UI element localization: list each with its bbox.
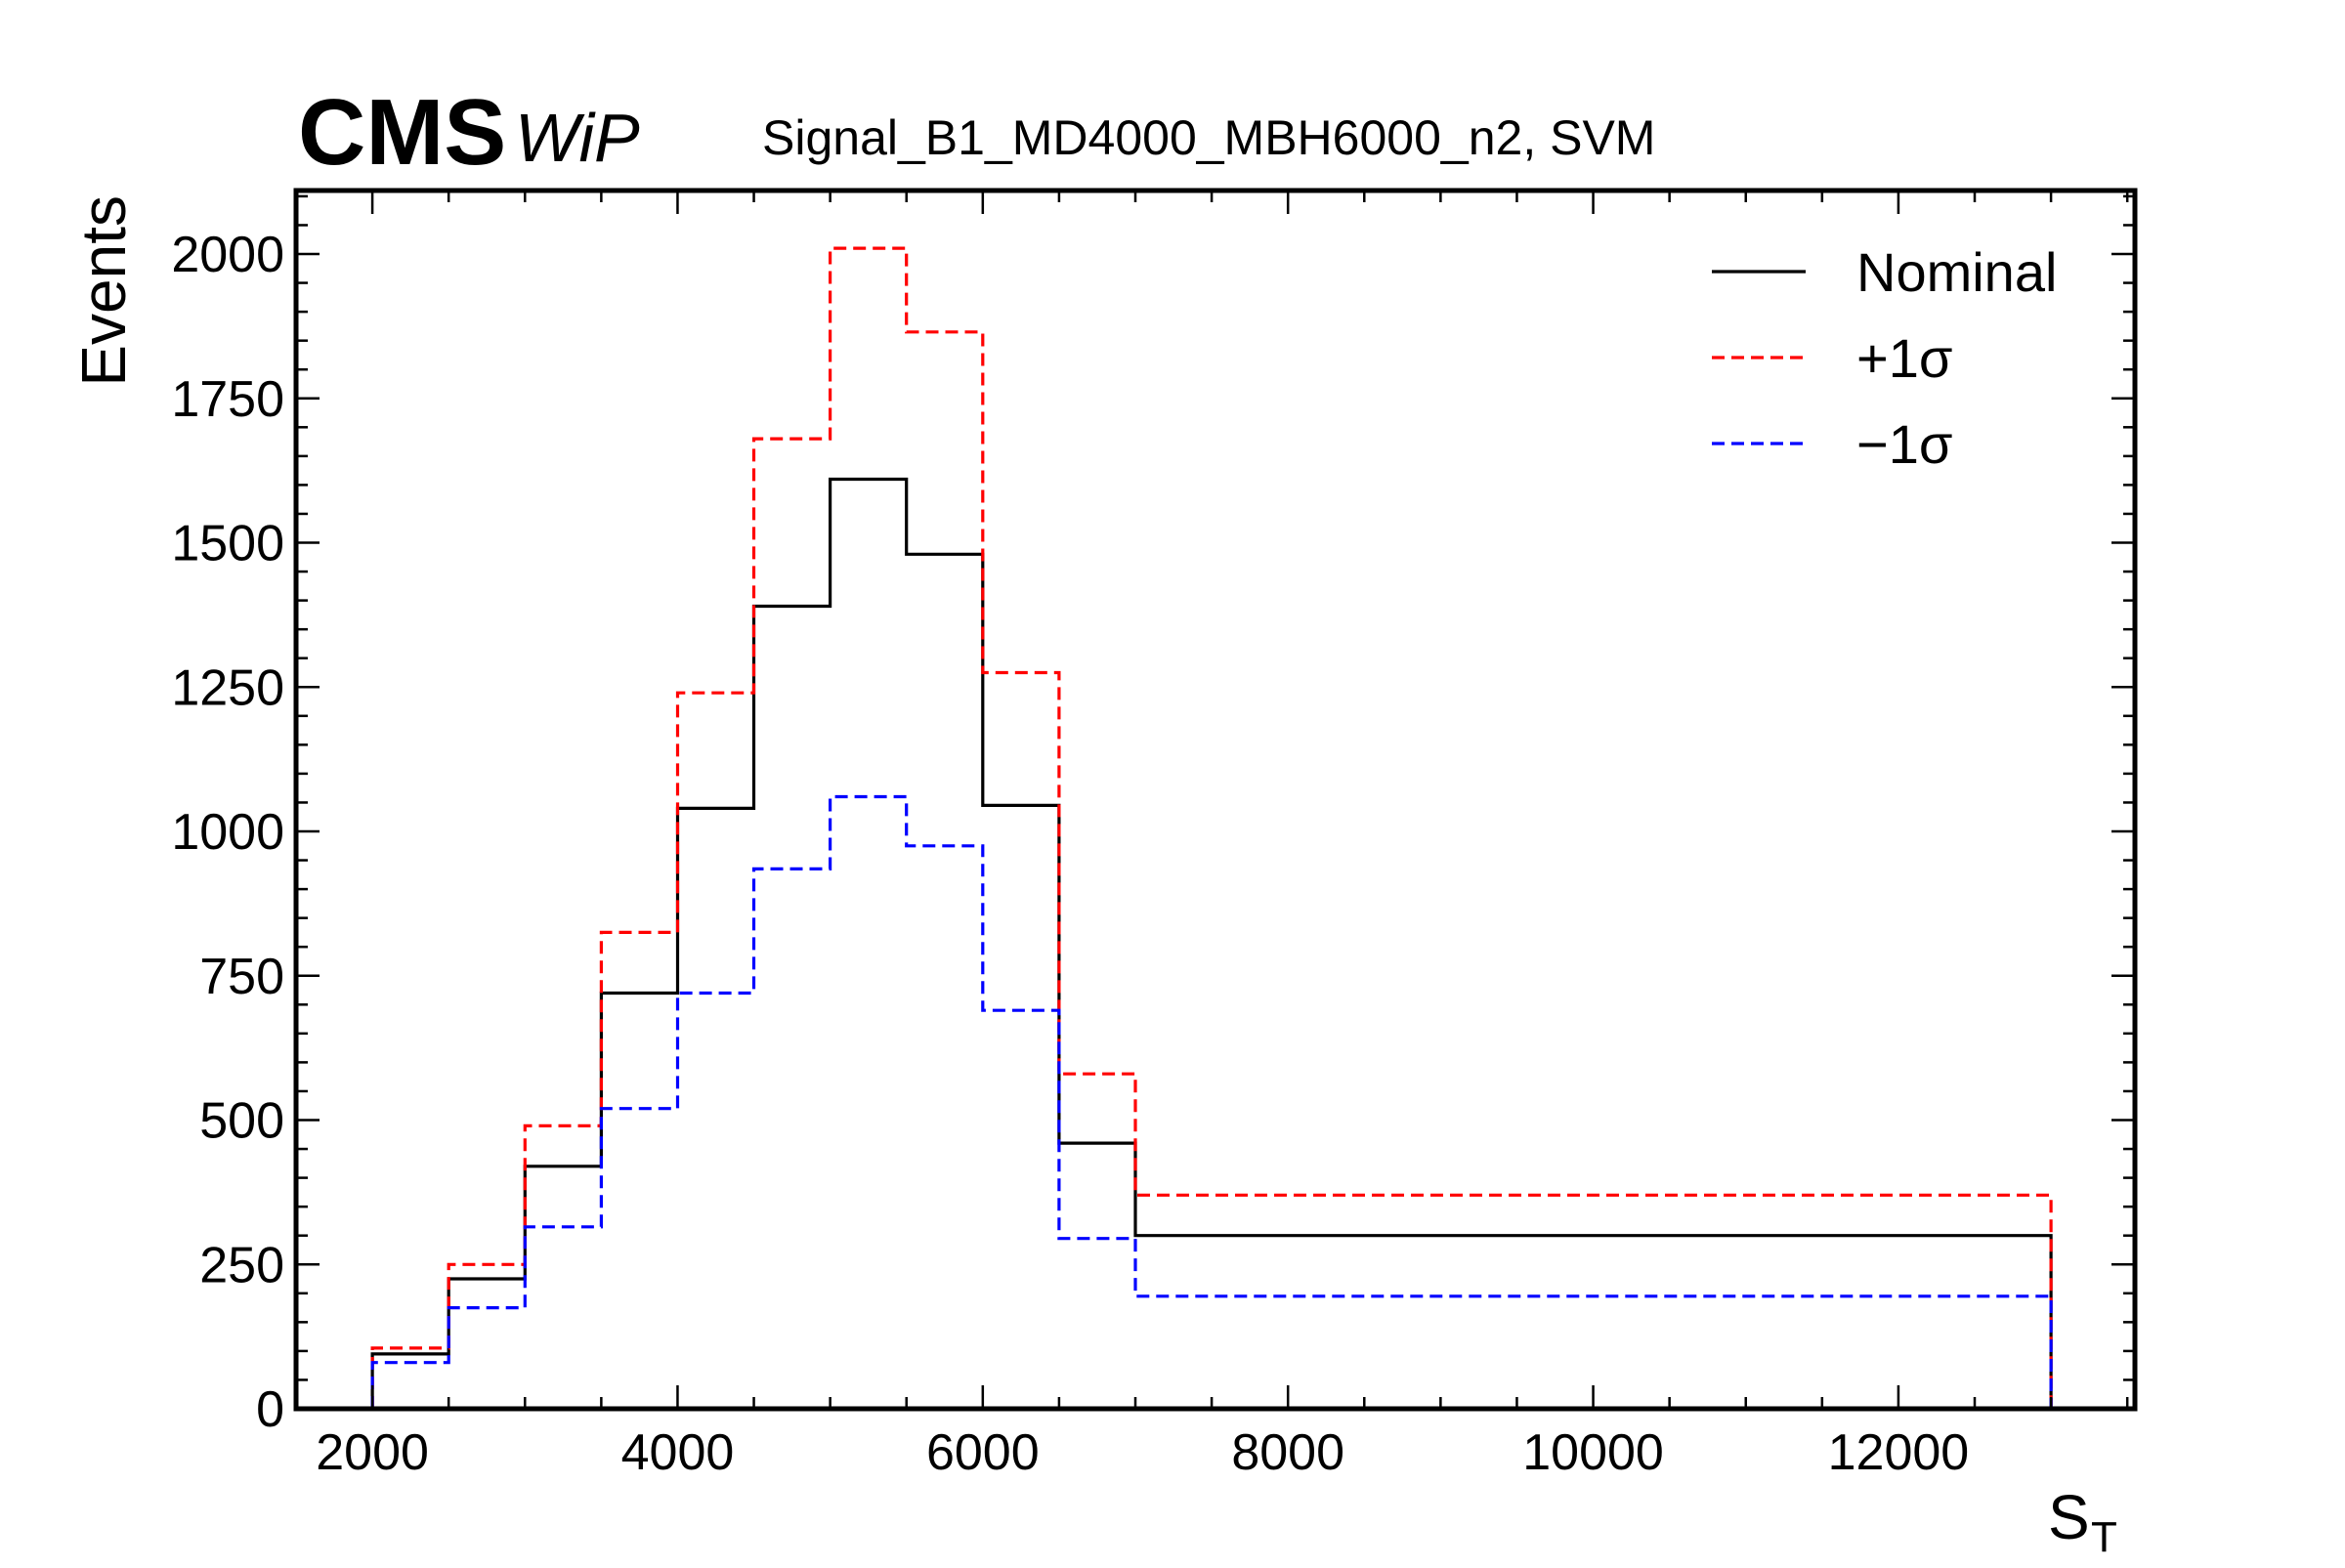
wip-label: WiP bbox=[515, 100, 640, 176]
series-line-2 bbox=[370, 794, 2053, 1409]
y-tick-label: 1750 bbox=[171, 371, 284, 428]
x-tick-label: 8000 bbox=[1231, 1424, 1344, 1481]
x-tick-label: 4000 bbox=[621, 1424, 735, 1481]
legend: Nominal +1σ −1σ bbox=[1712, 241, 2057, 475]
x-axis-title: S bbox=[2048, 1482, 2090, 1552]
y-tick-label: 1250 bbox=[171, 659, 284, 716]
y-tick-label: 2000 bbox=[171, 227, 284, 283]
y-tick-label: 750 bbox=[199, 949, 284, 1005]
y-tick-label: 250 bbox=[199, 1237, 284, 1293]
x-axis-title-subscript: T bbox=[2091, 1513, 2117, 1561]
y-tick-label: 0 bbox=[256, 1381, 284, 1438]
x-tick-label: 12000 bbox=[1828, 1424, 1970, 1481]
y-axis-title: Events bbox=[68, 195, 139, 387]
series-line-1 bbox=[370, 246, 2053, 1409]
x-tick-label: 2000 bbox=[316, 1424, 429, 1481]
y-tick-label: 500 bbox=[199, 1093, 284, 1150]
cms-label: CMS bbox=[298, 80, 506, 185]
x-tick-label: 6000 bbox=[926, 1424, 1040, 1481]
y-tick-label: 1000 bbox=[171, 804, 284, 861]
y-tick-label: 1500 bbox=[171, 516, 284, 572]
series-line-0 bbox=[370, 477, 2053, 1409]
sample-title: Signal_B1_MD4000_MBH6000_n2, SVM bbox=[762, 110, 1655, 165]
plot-frame bbox=[293, 188, 2138, 1412]
legend-label-0: Nominal bbox=[1856, 241, 2057, 303]
legend-label-2: −1σ bbox=[1856, 413, 1952, 475]
plot-area: 2000 4000 6000 8000 10000 12000 0 250 500 750 1000… bbox=[68, 188, 2138, 1561]
legend-label-1: +1σ bbox=[1856, 327, 1952, 389]
x-tick-label: 10000 bbox=[1522, 1424, 1664, 1481]
